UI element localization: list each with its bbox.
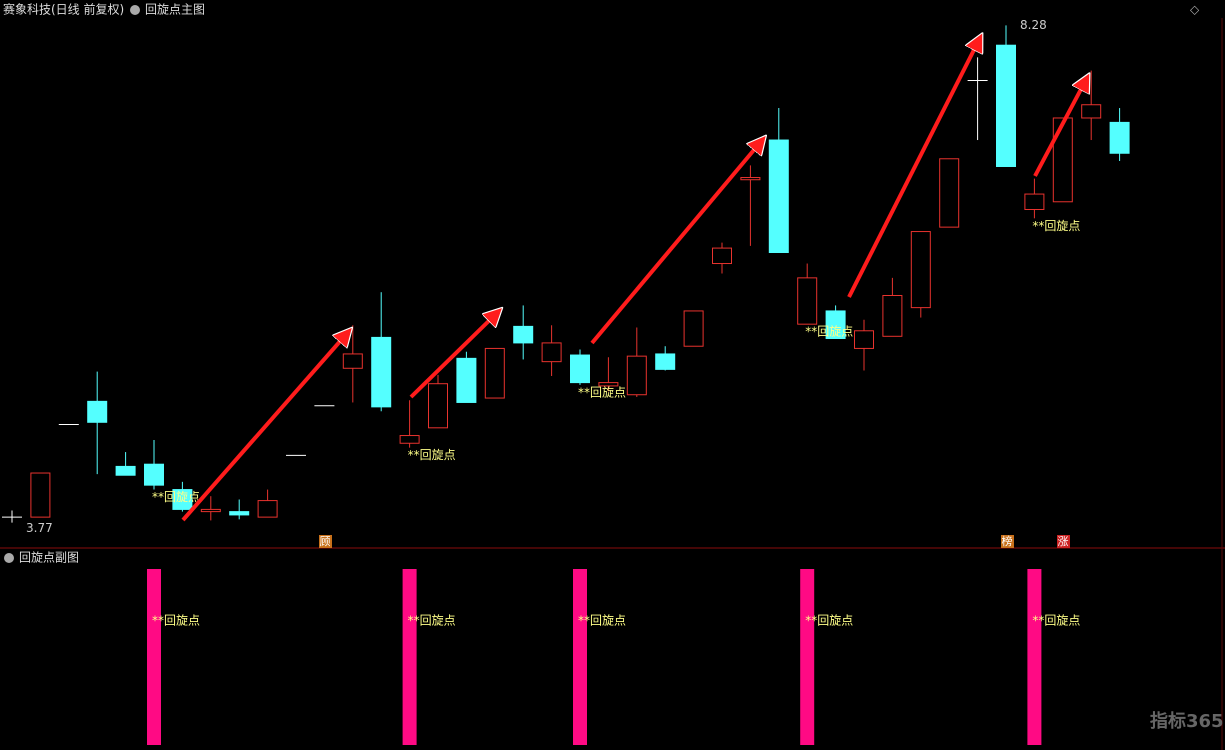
stock-title: 赛象科技(日线 前复权)	[3, 2, 124, 17]
signal-bar	[402, 569, 417, 745]
candle-body	[882, 295, 903, 337]
candle-body	[1081, 104, 1102, 119]
marker-box	[1001, 535, 1014, 548]
candle-body	[115, 465, 136, 476]
watermark: 指标365	[1150, 710, 1224, 732]
signal-bar	[573, 569, 587, 745]
candle-body	[825, 310, 846, 340]
candle-body	[399, 435, 420, 444]
marker-box	[319, 535, 332, 548]
signal-label: **回旋点	[578, 614, 626, 628]
candle-body	[257, 500, 278, 518]
candle-body	[87, 400, 108, 423]
signal-label: **回旋点	[805, 614, 853, 628]
signal-label: **回旋点	[805, 325, 853, 339]
candle-body	[30, 472, 51, 518]
arrow	[1033, 76, 1088, 177]
signal-label: **回旋点	[578, 385, 626, 399]
marker-label: 榜	[1002, 534, 1013, 548]
candle-body	[200, 508, 221, 513]
candle-body	[342, 353, 363, 369]
arrow	[181, 330, 350, 522]
menu-icon[interactable]	[130, 5, 140, 15]
candle-body	[996, 44, 1016, 167]
candle-body	[626, 355, 647, 396]
candle-body	[1052, 117, 1073, 203]
arrow	[409, 310, 500, 399]
candle-body	[598, 382, 619, 387]
signal-label: **回旋点	[1032, 219, 1080, 233]
candle-body	[456, 357, 477, 403]
candle-body	[1024, 193, 1045, 210]
low-label: 3.77	[26, 521, 53, 535]
candle-body	[1109, 121, 1130, 154]
signal-bar	[800, 569, 815, 745]
marker-label: 涨	[1058, 535, 1069, 548]
candle-body	[541, 342, 562, 363]
candle-body	[513, 325, 534, 344]
candle-body	[172, 489, 193, 510]
high-label: 8.28	[1020, 18, 1047, 32]
signal-label: **回旋点	[152, 490, 200, 504]
candle-body	[484, 347, 505, 399]
candle-body	[910, 231, 931, 309]
candle-body	[144, 463, 164, 486]
candle-body	[740, 177, 761, 181]
arrow	[590, 138, 764, 345]
main-panel-title: 回旋点主图	[145, 3, 205, 17]
candle-body	[712, 247, 732, 265]
arrows	[181, 36, 1088, 522]
candle-body	[371, 336, 392, 408]
signal-label: **回旋点	[1032, 614, 1080, 628]
candle-body	[570, 354, 590, 384]
marker-label: 顾	[320, 535, 331, 548]
menu-icon[interactable]	[4, 553, 14, 563]
candle-body	[854, 330, 874, 349]
arrow	[847, 36, 981, 298]
candle-body	[939, 158, 960, 228]
signal-label: **回旋点	[408, 448, 456, 462]
signal-label: **回旋点	[152, 614, 200, 628]
diamond-icon[interactable]: ◇	[1190, 3, 1200, 17]
candle-body	[768, 139, 789, 253]
marker-box	[1057, 535, 1070, 548]
sub-panel-title: 回旋点副图	[19, 551, 79, 565]
candle-body	[229, 511, 250, 516]
candle-body	[655, 353, 676, 370]
signal-bar	[147, 569, 161, 745]
signal-label: **回旋点	[408, 614, 456, 628]
candle-body	[797, 277, 818, 325]
signal-bar	[1027, 569, 1042, 745]
candle-body	[683, 310, 704, 347]
candle-body	[428, 383, 448, 429]
